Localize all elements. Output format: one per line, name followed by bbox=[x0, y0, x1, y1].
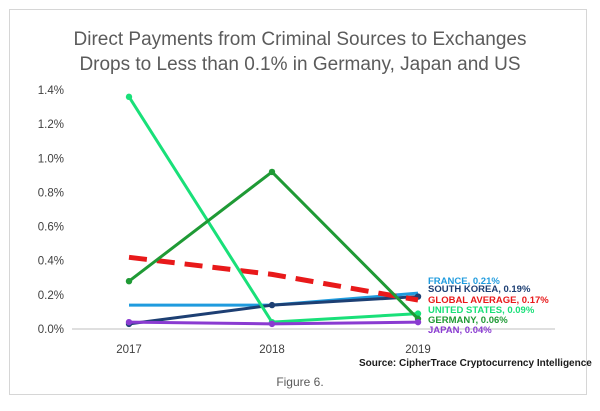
series-layer bbox=[125, 93, 422, 328]
chart-title-line-1: Direct Payments from Criminal Sources to… bbox=[74, 29, 527, 50]
end-label-germany: GERMANY, 0.06% bbox=[428, 315, 508, 326]
data-point-japan bbox=[125, 318, 133, 326]
end-label-japan: JAPAN, 0.04% bbox=[428, 325, 492, 336]
x-tick-label: 2017 bbox=[116, 344, 142, 356]
series-line-united-states bbox=[127, 96, 419, 324]
y-tick-label: 0.6% bbox=[38, 222, 64, 234]
y-tick-label: 1.0% bbox=[38, 153, 64, 165]
y-tick-label: 0.0% bbox=[38, 324, 64, 336]
y-tick-label: 0.2% bbox=[38, 290, 64, 302]
y-axis-ticks: 0.0% 0.2% 0.4% 0.6% 0.8% 1.0% 1.2% 1.4% bbox=[38, 85, 64, 336]
x-tick-label: 2018 bbox=[259, 344, 285, 356]
data-point-united-states bbox=[125, 93, 133, 101]
data-point-germany bbox=[268, 168, 276, 176]
source-note: Source: CipherTrace Cryptocurrency Intel… bbox=[359, 358, 592, 369]
y-tick-label: 1.4% bbox=[38, 85, 64, 97]
data-point-germany bbox=[125, 278, 133, 285]
data-point-japan bbox=[268, 320, 276, 328]
figure-frame bbox=[9, 9, 587, 395]
y-tick-label: 0.4% bbox=[38, 256, 64, 268]
end-label-france: FRANCE, 0.21% bbox=[428, 276, 500, 287]
end-label-united-states: UNITED STATES, 0.09% bbox=[428, 305, 535, 316]
x-axis-ticks: 2017 2018 2019 bbox=[116, 344, 431, 356]
data-point-south-korea bbox=[268, 301, 276, 309]
end-label-south-korea: SOUTH KOREA, 0.19% bbox=[428, 284, 531, 295]
x-tick-label: 2019 bbox=[405, 344, 431, 356]
y-tick-label: 0.8% bbox=[38, 187, 64, 199]
end-label-global-average: GLOBAL AVERAGE, 0.17% bbox=[428, 295, 549, 306]
chart-title-line-2: Drops to Less than 0.1% in Germany, Japa… bbox=[79, 54, 520, 75]
figure-caption: Figure 6. bbox=[276, 375, 323, 389]
data-point-japan bbox=[414, 318, 422, 326]
y-tick-label: 1.2% bbox=[38, 119, 64, 131]
series-line-global-average bbox=[128, 254, 419, 303]
end-labels-layer: FRANCE, 0.21%SOUTH KOREA, 0.19%GLOBAL AV… bbox=[428, 276, 549, 336]
